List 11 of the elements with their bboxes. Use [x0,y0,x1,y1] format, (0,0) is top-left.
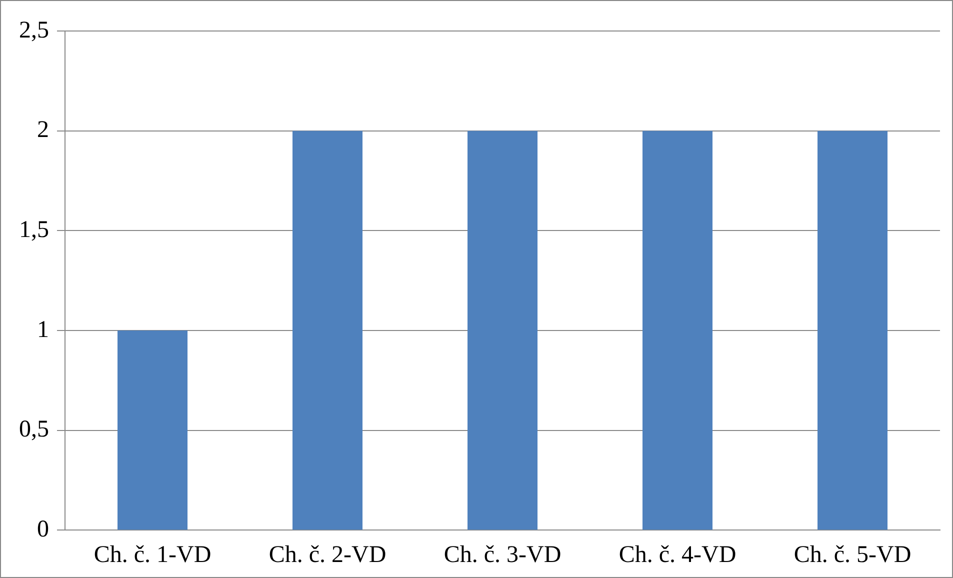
x-tick-label: Ch. č. 1-VD [94,542,212,568]
y-tick-label: 2 [37,117,49,144]
y-tick-label: 1 [37,316,49,343]
y-tick-label: 2,5 [19,17,49,44]
y-tick-label: 1,5 [19,216,49,243]
y-tick-label: 0,5 [19,416,49,443]
x-tick-label: Ch. č. 3-VD [444,542,562,568]
x-tick-label: Ch. č. 5-VD [794,542,912,568]
x-tick-label: Ch. č. 2-VD [268,542,386,568]
x-tick-label: Ch. č. 4-VD [618,542,736,568]
y-tick-label: 0 [37,516,49,542]
